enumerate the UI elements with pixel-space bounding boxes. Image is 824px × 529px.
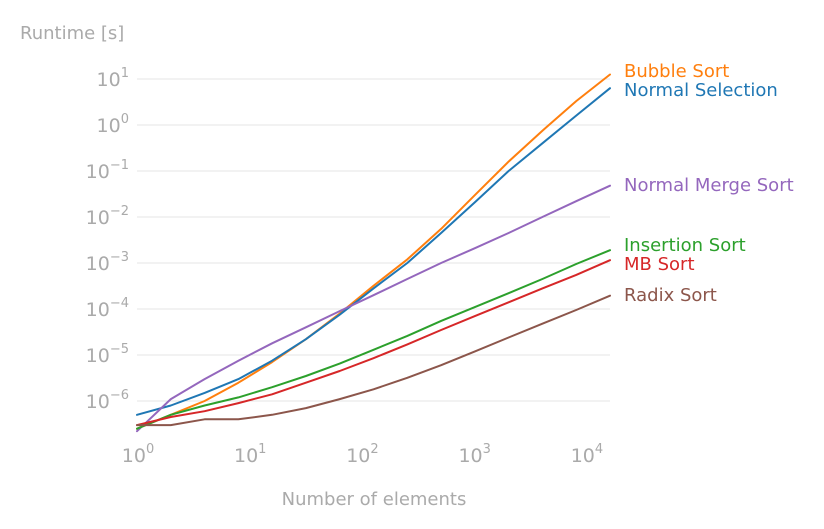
y-tick-base: 10	[97, 115, 121, 137]
y-tick-label: 100	[97, 112, 129, 137]
y-tick-label: 10−4	[86, 296, 129, 321]
y-tick-base: 10	[86, 253, 110, 275]
series-lines	[136, 73, 611, 433]
y-tick-exponent: −5	[110, 342, 129, 357]
x-tick-base: 10	[458, 445, 482, 467]
y-tick-base: 10	[86, 207, 110, 229]
y-tick-label: 101	[97, 66, 129, 91]
y-tick-base: 10	[86, 345, 110, 367]
y-tick-exponent: −1	[110, 158, 129, 173]
y-tick-base: 10	[86, 391, 110, 413]
x-tick-label: 100	[122, 442, 154, 467]
y-tick-label: 10−3	[86, 250, 129, 275]
x-axis-title: Number of elements	[282, 489, 467, 510]
y-tick-base: 10	[97, 69, 121, 91]
x-tick-exponent: 4	[595, 442, 603, 457]
series-line-normal-merge-sort	[136, 184, 611, 433]
y-tick-exponent: 0	[121, 112, 129, 127]
series-line-insertion-sort	[136, 249, 611, 430]
y-axis-title: Runtime [s]	[20, 23, 124, 44]
series-label-insertion-sort: Insertion Sort	[624, 235, 746, 256]
y-tick-exponent: 1	[121, 66, 129, 81]
grid-lines	[137, 78, 610, 402]
y-tick-label: 10−1	[86, 158, 129, 183]
y-tick-label: 10−5	[86, 342, 129, 367]
x-tick-exponent: 1	[258, 442, 266, 457]
y-tick-base: 10	[86, 161, 110, 183]
y-tick-exponent: −4	[110, 296, 129, 311]
series-line-bubble-sort	[136, 73, 611, 430]
series-label-normal-merge-sort: Normal Merge Sort	[624, 175, 794, 196]
y-tick-label: 10−2	[86, 204, 129, 229]
x-tick-exponent: 2	[370, 442, 378, 457]
x-tick-base: 10	[346, 445, 370, 467]
x-tick-label: 103	[458, 442, 490, 467]
series-line-radix-sort	[136, 294, 611, 427]
x-tick-label: 102	[346, 442, 378, 467]
x-tick-exponent: 0	[146, 442, 154, 457]
x-tick-label: 104	[571, 442, 603, 467]
series-label-radix-sort: Radix Sort	[624, 285, 717, 306]
y-tick-label: 10−6	[86, 388, 129, 413]
x-tick-base: 10	[122, 445, 146, 467]
series-label-normal-selection: Normal Selection	[624, 80, 778, 101]
series-label-bubble-sort: Bubble Sort	[624, 61, 729, 82]
x-tick-base: 10	[234, 445, 258, 467]
y-tick-exponent: −2	[110, 204, 129, 219]
y-tick-base: 10	[86, 299, 110, 321]
series-line-normal-selection	[136, 87, 611, 416]
x-tick-exponent: 3	[483, 442, 491, 457]
x-tick-base: 10	[571, 445, 595, 467]
x-tick-labels: 100 101 102 103 104	[122, 442, 603, 467]
x-tick-label: 101	[234, 442, 266, 467]
series-line-mb-sort	[136, 259, 611, 427]
series-label-mb-sort: MB Sort	[624, 254, 695, 275]
y-tick-exponent: −3	[110, 250, 129, 265]
y-tick-exponent: −6	[110, 388, 129, 403]
